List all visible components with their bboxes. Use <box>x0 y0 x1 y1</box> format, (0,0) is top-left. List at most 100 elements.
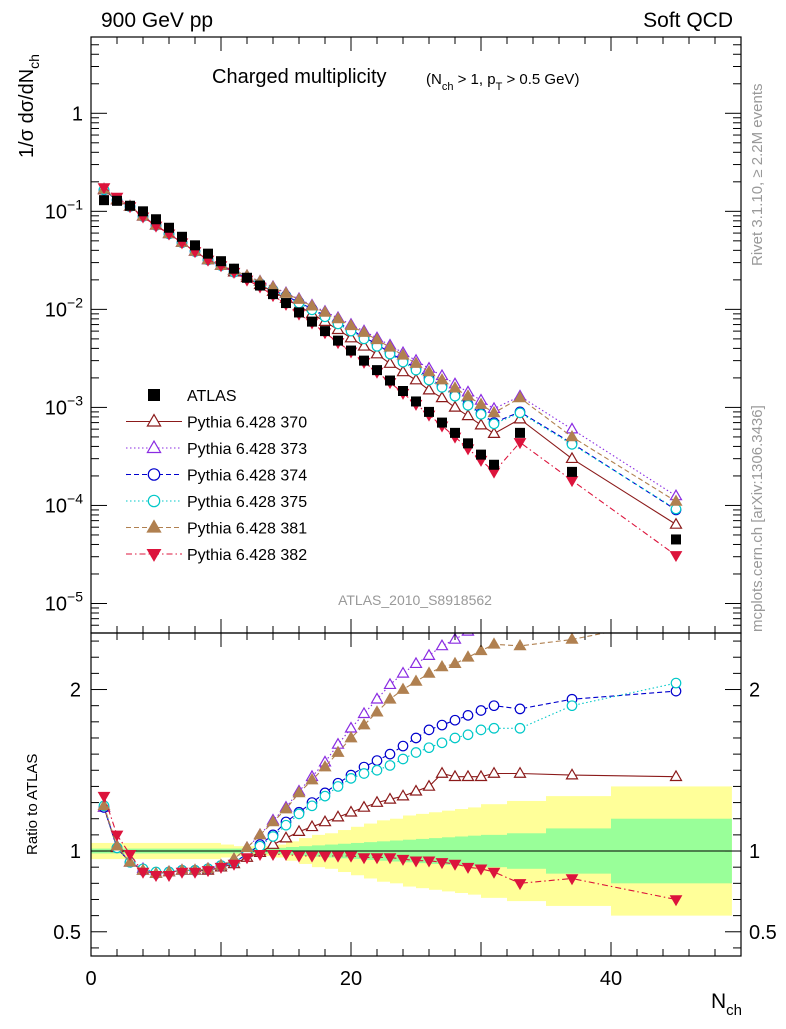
ratio-point-3-20 <box>358 768 370 779</box>
ratio-point-2-26 <box>436 719 448 731</box>
main-point-5-22 <box>383 340 397 352</box>
ratio-point-4-26 <box>435 659 449 672</box>
ratio-point-5-16 <box>305 851 319 863</box>
main-point-1-30 <box>487 426 501 438</box>
ratio-point-5-13 <box>266 850 280 862</box>
main-point-5-18 <box>331 311 345 324</box>
ratio-ytick-label-left-2: 2 <box>70 680 81 702</box>
ratio-point-1-23 <box>396 666 410 678</box>
main-point-4-27 <box>449 390 461 402</box>
ratio-point-3-22 <box>384 760 396 771</box>
main-series-0 <box>99 195 681 545</box>
main-point-5-23 <box>396 348 410 360</box>
ratio-point-4-2 <box>123 855 137 867</box>
ratio-point-0-16 <box>305 819 319 832</box>
main-point-5-16 <box>305 299 319 311</box>
main-point-5-27 <box>448 381 462 393</box>
main-point-1-21 <box>370 347 384 359</box>
main-point-0-29 <box>476 449 486 460</box>
header-left: 900 GeV pp <box>101 9 213 32</box>
main-point-0-28 <box>463 438 473 449</box>
axis-labels: 1 10−1 10−2 10−3 10−4 10−5 0 20 40 0.5 0.5 1 1 2 2 <box>45 103 777 990</box>
main-point-0-8 <box>203 248 213 259</box>
ratio-point-0-32 <box>565 768 579 780</box>
main-point-0-5 <box>164 222 174 233</box>
ratio-point-3-18 <box>332 781 344 792</box>
ratio-ytick-label-right-2: 2 <box>749 680 760 702</box>
main-series-group <box>97 182 683 563</box>
ratio-point-2-24 <box>410 732 422 744</box>
analysis-watermark: ATLAS_2010_S8918562 <box>338 592 492 608</box>
ratio-ytick-label-right-1: 1 <box>749 841 760 863</box>
main-point-0-15 <box>294 307 304 318</box>
ratio-point-5-9 <box>214 862 228 874</box>
ratio-point-3-27 <box>449 732 461 744</box>
ratio-point-0-26 <box>435 766 449 778</box>
main-line-6 <box>103 187 677 556</box>
ratio-point-4-13 <box>266 815 280 827</box>
legend-entry-1: Pythia 6.428 370 <box>126 413 307 432</box>
main-point-5-25 <box>422 364 436 377</box>
main-point-1-22 <box>383 356 397 368</box>
ratio-point-1-25 <box>422 648 436 660</box>
ratio-point-5-0 <box>97 791 111 803</box>
ratio-point-5-17 <box>318 851 332 863</box>
main-point-5-30 <box>487 405 501 418</box>
main-line-4 <box>103 189 677 510</box>
ratio-point-3-28 <box>462 729 474 741</box>
ratio-point-5-8 <box>201 866 215 878</box>
ratio-point-4-14 <box>279 802 293 814</box>
main-point-5-15 <box>292 292 306 304</box>
ratio-point-2-23 <box>397 740 409 752</box>
x-axis-label: Nch <box>711 990 742 1019</box>
ratio-line-5 <box>103 795 677 901</box>
ratio-point-4-11 <box>240 840 254 853</box>
ratio-point-2-29 <box>475 705 487 716</box>
main-title-text: Charged multiplicity <box>212 66 387 88</box>
main-point-0-19 <box>346 345 356 356</box>
main-point-0-1 <box>112 195 122 206</box>
main-point-5-19 <box>344 318 358 331</box>
ratio-point-2-27 <box>449 714 461 726</box>
ratio-point-5-32 <box>565 874 579 886</box>
main-point-5-14 <box>279 286 293 298</box>
ratio-point-5-22 <box>383 853 397 865</box>
ratio-point-3-25 <box>423 742 435 754</box>
ratio-point-4-29 <box>474 643 488 656</box>
main-ytick-label-3: 10−3 <box>45 392 83 419</box>
ratio-point-1-31 <box>515 595 526 605</box>
legend-label-2: Pythia 6.428 373 <box>187 441 307 458</box>
main-point-5-20 <box>357 325 371 337</box>
ratio-point-0-18 <box>331 810 345 822</box>
main-point-1-24 <box>409 373 423 385</box>
ratio-point-0-13 <box>266 837 280 849</box>
xtick-label-1: 20 <box>340 968 362 990</box>
ratio-point-0-15 <box>292 824 306 836</box>
xtick-label-0: 0 <box>85 968 96 990</box>
main-point-1-29 <box>474 418 488 430</box>
ratio-point-2-28 <box>462 710 474 721</box>
ratio-point-5-5 <box>162 871 176 882</box>
ratio-point-5-1 <box>110 830 124 842</box>
legend-entry-6: Pythia 6.428 382 <box>126 547 307 564</box>
ratio-point-4-12 <box>253 827 267 840</box>
ratio-point-5-23 <box>396 854 410 866</box>
main-point-4-28 <box>462 399 474 411</box>
ratio-point-4-24 <box>409 674 423 686</box>
ratio-point-5-6 <box>175 867 189 879</box>
plot-frames <box>90 36 742 957</box>
legend-marker-4 <box>147 494 161 508</box>
side-text-bottom: mcplots.cern.ch [arXiv:1306.3436] <box>749 405 766 632</box>
ratio-point-5-14 <box>279 850 293 862</box>
main-point-0-10 <box>229 263 239 274</box>
main-point-0-7 <box>190 240 200 251</box>
main-point-1-19 <box>344 331 358 343</box>
ratio-point-4-32 <box>565 633 579 644</box>
main-point-5-28 <box>461 389 475 401</box>
ratio-point-0-17 <box>318 815 332 827</box>
ratio-point-5-31 <box>513 879 527 891</box>
main-point-0-3 <box>138 206 148 217</box>
main-point-5-31 <box>513 390 527 403</box>
legend-entry-2: Pythia 6.428 373 <box>126 439 307 458</box>
